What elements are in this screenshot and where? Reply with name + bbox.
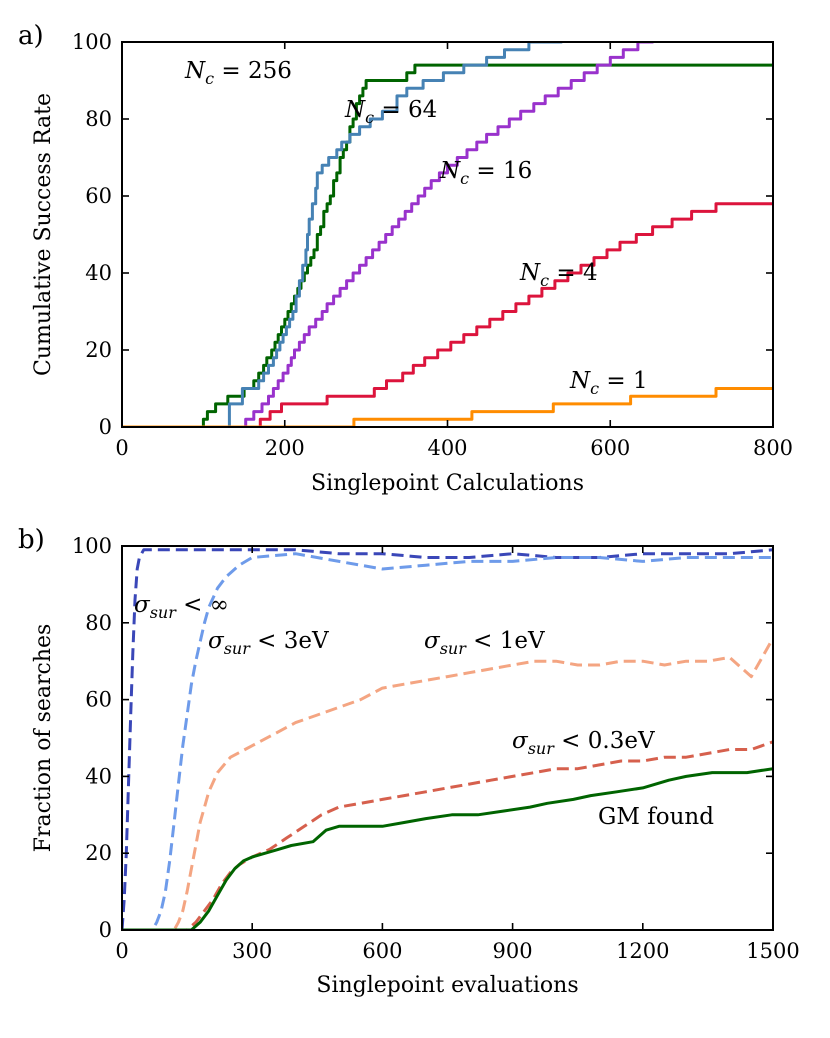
series-line-a-0 [122, 63, 773, 427]
series-label-b-1: σsur < 3eV [208, 628, 329, 658]
x-tick-label: 400 [427, 436, 467, 460]
x-tick-label: 1200 [616, 939, 669, 963]
x-tick-label: 600 [590, 436, 630, 460]
series-line-a-4 [122, 387, 773, 427]
series-label-a-4: Nc = 1 [569, 368, 648, 398]
x-tick-label: 900 [493, 939, 533, 963]
x-axis-label-b: Singlepoint evaluations [316, 973, 578, 998]
series-label-b-0: σsur < ∞ [134, 592, 229, 622]
ticks-layer-a: 0 200 400 600 800 0 20 40 60 80 100 [72, 30, 793, 460]
y-tick-label: 20 [85, 841, 112, 865]
y-axis-label-b: Fraction of searches [31, 624, 56, 853]
x-tick-label: 1500 [746, 939, 799, 963]
y-tick-label: 40 [85, 764, 112, 788]
annotations-b: σsur < ∞ σsur < 3eV σsur < 1eV σsur < 0.3eV… [134, 592, 714, 830]
y-tick-label: 0 [99, 415, 112, 439]
x-tick-label: 200 [265, 436, 305, 460]
series-label-a-1: Nc = 64 [344, 97, 437, 127]
y-tick-label: 0 [99, 918, 112, 942]
annotations-a: Nc = 256 Nc = 64 Nc = 16 Nc = 4 Nc = 1 [184, 58, 648, 398]
y-tick-label: 60 [85, 688, 112, 712]
x-tick-label: 800 [753, 436, 793, 460]
series-label-a-3: Nc = 4 [519, 260, 598, 290]
series-line-b-1 [122, 552, 773, 930]
series-line-b-4 [122, 767, 773, 930]
y-tick-label: 80 [85, 611, 112, 635]
panel-label-a: a) [18, 21, 44, 51]
series-label-b-4: GM found [598, 804, 714, 830]
y-tick-label: 20 [85, 338, 112, 362]
x-axis-label-a: Singlepoint Calculations [311, 471, 584, 496]
series-layer-a [122, 42, 773, 427]
chart-panel-a: 0 200 400 600 800 0 20 40 60 80 100 Nc = 256 Nc = 6… [31, 30, 793, 496]
x-tick-label: 600 [362, 939, 402, 963]
y-tick-label: 100 [72, 534, 112, 558]
ticks-layer-b: 0 300 600 900 1200 1500 0 20 40 60 80 100 [72, 534, 800, 963]
panel-label-b: b) [18, 525, 45, 555]
x-tick-label: 0 [115, 436, 128, 460]
plot-frame-b [121, 545, 774, 931]
series-label-a-0: Nc = 256 [184, 58, 292, 88]
series-line-a-3 [122, 202, 773, 427]
plot-frame-a [121, 41, 774, 428]
series-line-a-2 [122, 42, 655, 427]
series-label-a-2: Nc = 16 [439, 158, 532, 188]
y-tick-label: 40 [85, 261, 112, 285]
y-tick-label: 80 [85, 107, 112, 131]
y-axis-label-a: Cumulative Success Rate [31, 93, 56, 376]
y-tick-label: 60 [85, 184, 112, 208]
series-label-b-3: σsur < 0.3eV [512, 728, 655, 758]
x-tick-label: 0 [115, 939, 128, 963]
series-label-b-2: σsur < 1eV [424, 628, 545, 658]
y-tick-label: 100 [72, 30, 112, 54]
series-line-a-1 [122, 42, 563, 427]
series-line-b-2 [122, 637, 773, 930]
x-tick-label: 300 [232, 939, 272, 963]
